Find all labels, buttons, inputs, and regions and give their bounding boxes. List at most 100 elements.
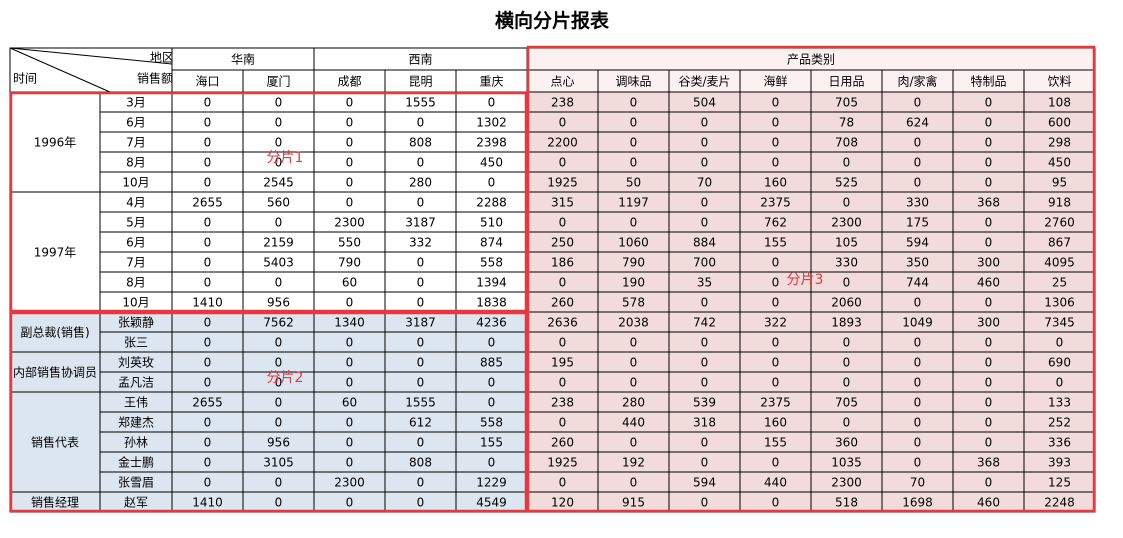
cell-text: 2300 <box>334 476 365 490</box>
cell-text: 360 <box>835 436 858 450</box>
cell <box>9 91 101 193</box>
cell-text: 0 <box>772 376 780 390</box>
cell-text: 460 <box>977 276 1000 290</box>
cell-text: 2300 <box>334 216 365 230</box>
cell-text: 6月 <box>126 236 146 250</box>
cell-text: 78 <box>839 116 854 130</box>
cell-text: 195 <box>551 356 574 370</box>
cell-text: 885 <box>480 356 503 370</box>
cell-text: 915 <box>622 496 645 510</box>
cell-text: 2545 <box>263 176 294 190</box>
cell-text: 956 <box>267 436 290 450</box>
cell-text: 0 <box>417 496 425 510</box>
cell-text: 0 <box>914 176 922 190</box>
cell-text: 808 <box>409 456 432 470</box>
cell-text: 95 <box>1052 176 1067 190</box>
cell-text: 0 <box>985 336 993 350</box>
cell-text: 0 <box>701 376 709 390</box>
cell-text: 0 <box>559 416 567 430</box>
cell-text: 120 <box>551 496 574 510</box>
cell-text: 7345 <box>1044 316 1075 330</box>
slice-label: 分片1 <box>267 150 304 166</box>
cell-text: 2655 <box>192 396 223 410</box>
cell-text: 0 <box>417 276 425 290</box>
cell-text: 330 <box>906 196 929 210</box>
cell-text: 7月 <box>126 256 146 270</box>
cell-text: 王伟 <box>124 396 148 410</box>
cell-text: 330 <box>835 256 858 270</box>
cell-text: 2300 <box>831 476 862 490</box>
cell-text: 867 <box>1048 236 1071 250</box>
cell-text: 155 <box>480 436 503 450</box>
cell-text: 0 <box>772 496 780 510</box>
cell-text: 0 <box>843 356 851 370</box>
cell-text: 0 <box>346 436 354 450</box>
cell-text: 0 <box>204 136 212 150</box>
cell-text: 0 <box>914 356 922 370</box>
cell-text: 594 <box>693 476 716 490</box>
cell-text: 0 <box>417 376 425 390</box>
cell-text: 赵军 <box>124 496 148 510</box>
cell-text: 550 <box>338 236 361 250</box>
cell-text: 2288 <box>476 196 507 210</box>
cell-text: 1925 <box>547 176 578 190</box>
cell-text: 0 <box>772 256 780 270</box>
cell-text: 0 <box>772 356 780 370</box>
slice-border <box>9 91 528 313</box>
cell-text: 594 <box>906 236 929 250</box>
cell-text: 孟凡洁 <box>118 376 154 390</box>
cell-text: 10月 <box>122 176 149 190</box>
cell-text: 0 <box>204 156 212 170</box>
cell-text: 0 <box>417 476 425 490</box>
cell-text: 0 <box>914 436 922 450</box>
cell-text: 0 <box>204 316 212 330</box>
cell-text: 70 <box>697 176 712 190</box>
cell-text: 1410 <box>192 496 223 510</box>
cell-text: 440 <box>764 476 787 490</box>
cell-text: 0 <box>985 156 993 170</box>
cell-text: 525 <box>835 176 858 190</box>
cell-text: 0 <box>204 476 212 490</box>
report-title: 横向分片报表 <box>495 9 610 32</box>
cell-text: 0 <box>985 96 993 110</box>
cell-text: 578 <box>622 296 645 310</box>
cell-text: 0 <box>843 196 851 210</box>
cell-text: 368 <box>977 456 1000 470</box>
cell-text: 刘英玫 <box>118 355 154 370</box>
cell-text: 25 <box>1052 276 1067 290</box>
cell-text: 0 <box>204 336 212 350</box>
cell-text: 3105 <box>263 456 294 470</box>
cell-text: 1049 <box>902 316 933 330</box>
cell-text: 副总裁(销售) <box>20 325 89 340</box>
cell-text: 0 <box>772 456 780 470</box>
cell-text: 3187 <box>405 216 436 230</box>
cell-text: 特制品 <box>970 74 1006 89</box>
cell-text: 708 <box>835 136 858 150</box>
cell-text: 762 <box>764 216 787 230</box>
cell-text: 西南 <box>408 52 432 67</box>
slice-label: 分片2 <box>267 370 304 386</box>
cell-text: 450 <box>480 156 503 170</box>
cell-text: 0 <box>204 116 212 130</box>
cell-text: 0 <box>275 276 283 290</box>
cell-text: 705 <box>835 396 858 410</box>
cell-text: 280 <box>622 396 645 410</box>
cell-text: 0 <box>204 436 212 450</box>
cell-text: 0 <box>630 116 638 130</box>
cell-text: 2375 <box>760 396 791 410</box>
cell-text: 368 <box>977 196 1000 210</box>
cell-text: 0 <box>204 236 212 250</box>
cell-text: 0 <box>204 256 212 270</box>
cell-text: 8月 <box>126 276 146 290</box>
cell-text: 0 <box>630 96 638 110</box>
cell-text: 0 <box>204 456 212 470</box>
cell-text: 440 <box>622 416 645 430</box>
cell-text: 0 <box>772 336 780 350</box>
cell <box>9 351 101 393</box>
cell-text: 35 <box>697 276 712 290</box>
cell-text: 10月 <box>122 296 149 310</box>
corner-label: 地区 <box>150 51 174 65</box>
cell-text: 0 <box>630 356 638 370</box>
cell-text: 华南 <box>231 52 255 67</box>
